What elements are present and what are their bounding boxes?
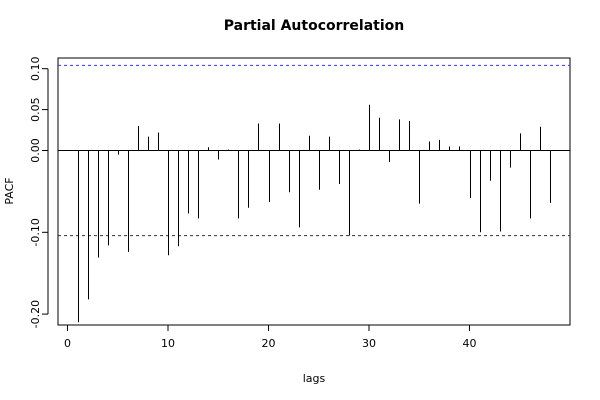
x-tick-label: 10 [161,337,175,350]
x-axis: 0 10 20 30 40 [64,324,477,350]
y-axis: -0.20 -0.10 0.00 0.05 0.10 [29,56,49,328]
y-tick-label: -0.10 [29,218,42,246]
x-tick-label: 30 [362,337,376,350]
x-axis-label: lags [303,372,326,385]
x-tick-label: 20 [262,337,276,350]
y-tick-label: 0.10 [29,56,42,81]
confidence-bounds [58,64,570,237]
chart-title: Partial Autocorrelation [224,18,405,34]
x-tick-label: 0 [64,337,71,350]
y-tick-label: -0.20 [29,300,42,328]
y-tick-label: 0.00 [29,138,42,163]
x-tick-label: 40 [463,337,477,350]
y-tick-label: 0.05 [29,97,42,122]
y-axis-label: PACF [3,177,16,204]
pacf-bars [78,104,551,323]
plot-frame [57,57,571,326]
